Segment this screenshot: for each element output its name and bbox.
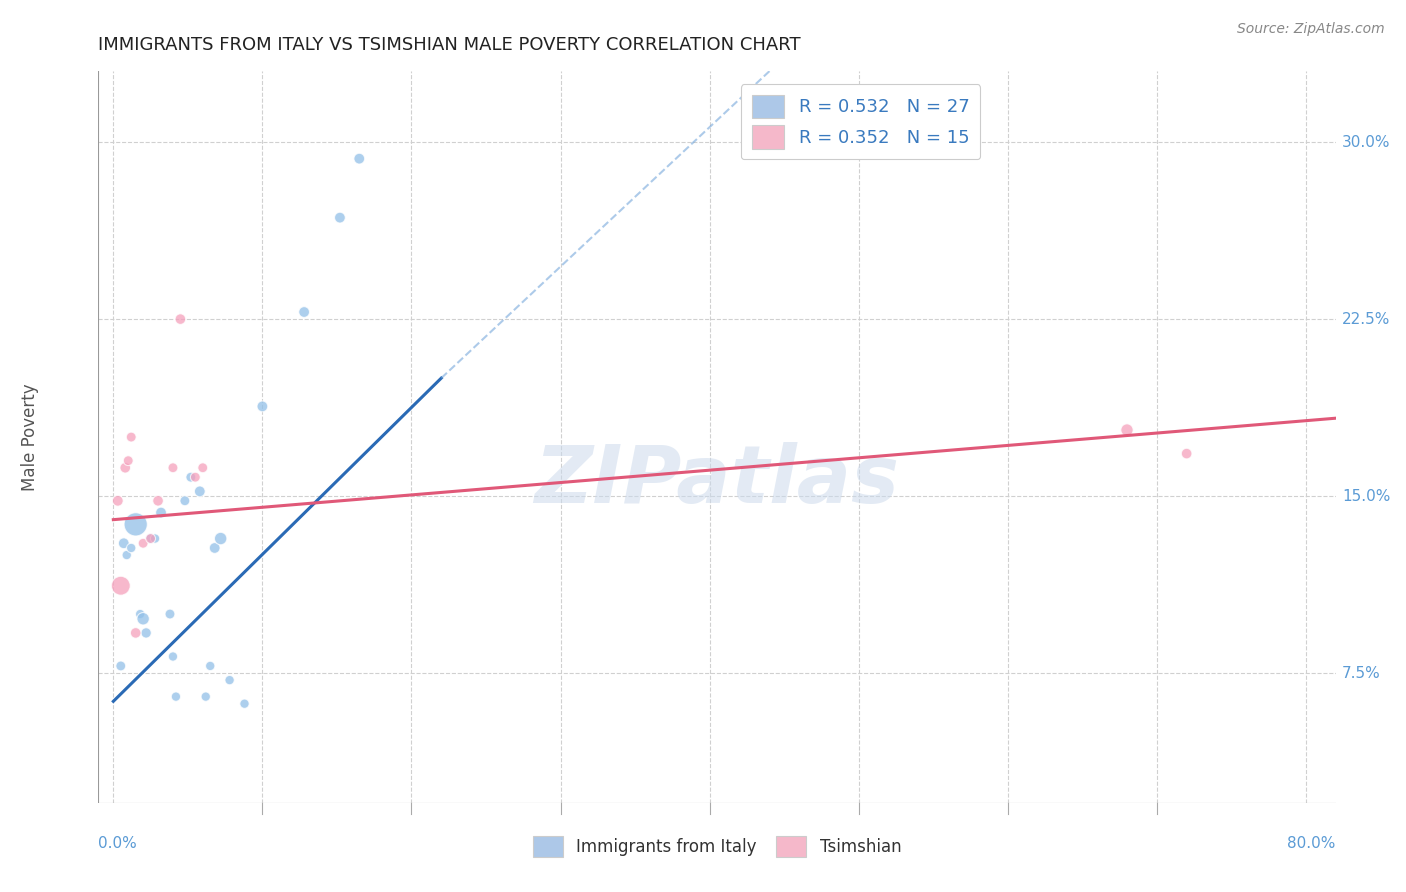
Point: [1116, 423, 1139, 437]
Point: [292, 305, 315, 319]
Text: Source: ZipAtlas.com: Source: ZipAtlas.com: [1237, 22, 1385, 37]
Point: [117, 453, 139, 467]
Point: [139, 532, 162, 546]
Text: 80.0%: 80.0%: [1288, 836, 1336, 851]
Point: [204, 541, 226, 555]
Text: Male Poverty: Male Poverty: [21, 384, 39, 491]
Point: [218, 673, 240, 687]
Point: [143, 532, 166, 546]
Point: [132, 612, 155, 626]
Point: [132, 536, 155, 550]
Point: [252, 400, 274, 414]
Point: [125, 626, 148, 640]
Point: [173, 493, 195, 508]
Point: [194, 690, 217, 704]
Point: [110, 659, 132, 673]
Legend: Immigrants from Italy, Tsimshian: Immigrants from Italy, Tsimshian: [526, 830, 908, 864]
Point: [107, 493, 129, 508]
Text: 7.5%: 7.5%: [1341, 665, 1381, 681]
Text: 30.0%: 30.0%: [1341, 135, 1391, 150]
Point: [129, 607, 152, 621]
Point: [112, 536, 135, 550]
Point: [150, 506, 173, 520]
Point: [191, 460, 214, 475]
Point: [120, 430, 142, 444]
Point: [139, 532, 162, 546]
Point: [209, 532, 232, 546]
Point: [233, 697, 256, 711]
Point: [162, 649, 184, 664]
Point: [169, 312, 191, 326]
Text: 22.5%: 22.5%: [1341, 311, 1391, 326]
Point: [188, 484, 211, 499]
Point: [180, 470, 202, 484]
Point: [159, 607, 181, 621]
Point: [329, 211, 352, 225]
Text: 15.0%: 15.0%: [1341, 489, 1391, 504]
Point: [110, 579, 132, 593]
Point: [162, 460, 184, 475]
Point: [120, 541, 142, 555]
Point: [115, 548, 138, 562]
Text: ZIPatlas: ZIPatlas: [534, 442, 900, 520]
Point: [184, 470, 207, 484]
Text: 0.0%: 0.0%: [98, 836, 138, 851]
Point: [135, 626, 157, 640]
Point: [114, 460, 136, 475]
Point: [349, 152, 371, 166]
Text: IMMIGRANTS FROM ITALY VS TSIMSHIAN MALE POVERTY CORRELATION CHART: IMMIGRANTS FROM ITALY VS TSIMSHIAN MALE …: [98, 36, 801, 54]
Point: [165, 690, 187, 704]
Point: [146, 493, 169, 508]
Point: [200, 659, 222, 673]
Point: [125, 517, 148, 532]
Point: [1175, 447, 1198, 461]
